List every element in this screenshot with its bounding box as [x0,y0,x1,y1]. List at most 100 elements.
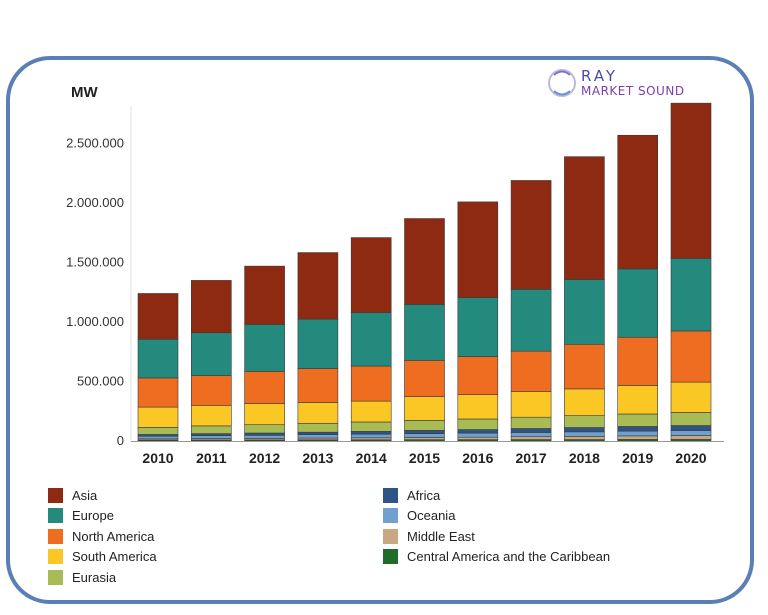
bar-segment [244,403,285,426]
bars-layer [137,102,712,442]
legend-item: Oceania [383,507,455,525]
bar-segment [457,418,499,430]
x-tick-label: 2017 [516,450,547,466]
bar-segment [244,434,285,439]
x-tick-label: 2013 [302,450,333,466]
bar-segment [350,437,392,441]
legend-swatch [48,508,63,523]
bar-segment [670,330,712,383]
bar-segment [404,304,445,361]
bar-segment [137,377,179,408]
bar-segment [510,289,552,352]
bar-segment [457,394,499,420]
legend-swatch [383,528,398,544]
bar-segment [670,435,712,440]
legend-swatch [48,528,63,544]
bar-segment [564,279,605,345]
bar-segment [457,201,499,298]
bar-segment [350,400,392,423]
bar-segment [617,413,659,427]
bar-segment [137,338,179,379]
y-tick-label: 1.000.000 [66,314,124,329]
x-tick-label: 2018 [569,450,600,466]
bar-segment [404,430,445,434]
legend-item: Africa [383,486,440,504]
bar-segment [404,420,445,431]
x-tick-label: 2019 [622,450,653,466]
bar-segment [350,237,392,313]
bar-segment [617,134,659,270]
bar-segment [510,436,552,440]
bar-segment [297,318,339,369]
bar-segment [564,156,605,280]
legend-label: Oceania [407,508,456,523]
bar-segment [137,427,179,435]
chart-legend: Asia Europe North America South America Eura… [48,486,688,586]
bar-segment [564,436,605,440]
legend-label: Eurasia [72,569,117,585]
legend-item: Central America and the Caribbean [383,548,610,566]
bar-segment [244,424,285,434]
brand-logo: RAY MARKET SOUND [545,64,695,104]
bar-segment [457,432,499,438]
bar-segment [191,425,232,434]
bar-segment [297,422,339,433]
stacked-bar-chart: 0 500.000 1.000.000 1.500.000 2.000.000 2.500… [66,102,724,466]
x-tick-label: 2014 [356,450,387,466]
bar-segment [244,432,285,436]
logo-mark-icon [548,69,576,97]
bar-segment [404,218,445,305]
legend-item: Asia [48,486,97,504]
bar-segment [297,402,339,424]
bar-segment [617,426,659,432]
bar-segment [404,396,445,421]
bar-segment [350,431,392,435]
bar-segment [564,415,605,428]
bar-segment [350,312,392,367]
legend-swatch [48,487,63,503]
bar-segment [297,434,339,439]
bar-segment [510,428,552,433]
bar-segment [137,293,179,340]
bar-segment [244,324,285,372]
bar-segment [670,430,712,436]
legend-swatch [383,487,398,503]
logo-text-ray: RAY [581,67,619,85]
legend-label: Africa [407,487,441,503]
x-tick-label: 2020 [675,450,706,466]
bar-segment [457,429,499,434]
bar-segment [670,412,712,426]
legend-swatch [383,549,398,564]
bar-segment [617,430,659,437]
legend-swatch [48,549,63,564]
y-axis-unit-label: MW [71,84,98,101]
bar-segment [404,437,445,440]
y-axis: 0 500.000 1.000.000 1.500.000 2.000.000 2.500… [66,106,132,448]
bar-segment [297,368,339,403]
bar-segment [670,425,712,431]
bar-segment [191,332,232,376]
bar-segment [670,381,712,413]
legend-label: Europe [72,508,114,523]
legend-label: South America [72,549,157,564]
y-tick-label: 2.000.000 [66,195,124,210]
bar-segment [510,432,552,438]
bar-segment [510,416,552,429]
y-tick-label: 1.500.000 [66,255,124,270]
x-tick-label: 2016 [462,450,493,466]
bar-segment [297,431,339,436]
bar-segment [191,375,232,406]
bar-segment [297,252,339,320]
bar-segment [191,280,232,334]
x-tick-label: 2011 [196,450,227,466]
bar-segment [617,336,659,386]
x-axis: 2010 2011 2012 2013 2014 2015 2016 2017 2018 2019… [131,441,724,466]
bar-segment [350,421,392,432]
legend-swatch [383,508,398,523]
bar-segment [137,406,179,428]
bar-segment [191,433,232,436]
legend-item: Europe [48,507,114,525]
bar-segment [404,433,445,438]
bar-segment [457,297,499,357]
bar-segment [244,371,285,404]
